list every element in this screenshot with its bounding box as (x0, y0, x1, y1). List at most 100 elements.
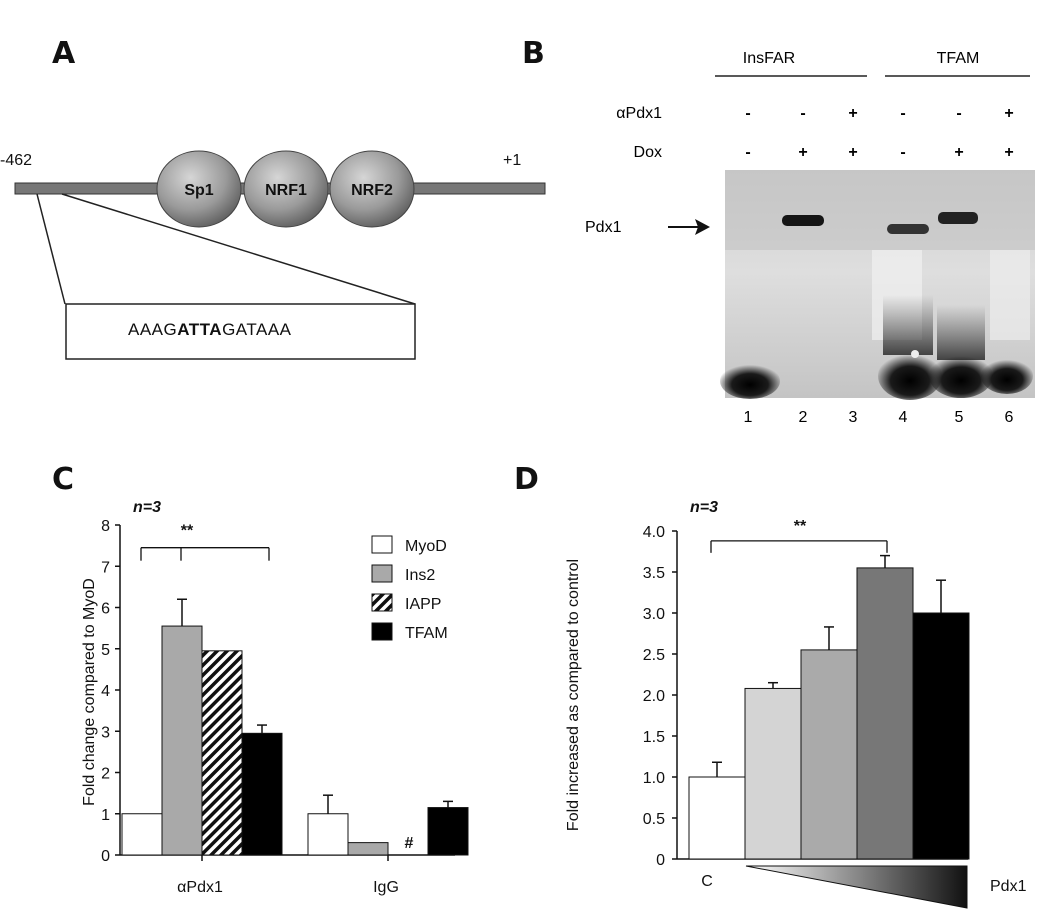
chart-c-legend-swatch (371, 564, 393, 583)
probe-label-tfam: TFAM (937, 50, 980, 67)
chart-c-ytick-label: 3 (101, 724, 110, 741)
row-label-apdx1: αPdx1 (616, 105, 662, 122)
probe-label-insfar: InsFAR (743, 50, 795, 67)
chart-c-bar (161, 625, 203, 856)
sequence-core: ATTA (177, 320, 223, 339)
dox-mark-lane-5: + (954, 144, 963, 161)
promoter-end-label: +1 (503, 152, 521, 169)
sequence-pre: AAAG (128, 320, 178, 339)
lane-number-4: 4 (899, 409, 908, 426)
lane-numbers: 1 2 3 4 5 6 (744, 409, 1014, 426)
chart-c-ytick-label: 5 (101, 642, 110, 659)
row-label-dox: Dox (634, 144, 662, 161)
chart-d-n-label: n=3 (690, 499, 718, 516)
sp1-element (156, 150, 242, 228)
gel-free-probe-lane-5 (929, 354, 993, 398)
chart-c-category-label: αPdx1 (177, 879, 223, 896)
sequence-box (65, 303, 416, 360)
promoter-diagram: -462 +1 Sp1 NRF1 NRF2 (0, 150, 546, 360)
chart-d-ytick-label: 0.5 (643, 811, 665, 828)
gel-band-lane-4 (887, 224, 929, 234)
nrf2-element (329, 150, 415, 228)
gel-smear-lane-5 (937, 305, 985, 360)
chart-d-bar (688, 776, 746, 860)
chart-c-ytick-label: 4 (101, 683, 110, 700)
apdx1-mark-lane-1: - (745, 105, 750, 122)
lane-number-2: 2 (799, 409, 808, 426)
gel-lane-6-haze (990, 250, 1030, 340)
chart-d-bar (856, 567, 914, 860)
panel-label-a: A (52, 36, 76, 71)
chart-c-legend-label: IAPP (405, 596, 441, 613)
chart-c-ylabel: Fold change compared to MyoD (81, 578, 98, 806)
chart-c-category-label: IgG (373, 879, 399, 896)
panel-label-d: D (514, 462, 539, 497)
chart-c: n=3 Fold change compared to MyoD 0 1 2 3 4 5 6… (81, 499, 469, 896)
chart-d-plot: 0 0.5 1.0 1.5 2.0 2.5 3.0 3.5 4.0 ** C Pdx1 (643, 518, 1027, 909)
band-arrow-icon (695, 219, 710, 235)
zoom-line-right (61, 193, 416, 305)
apdx1-mark-lane-4: - (900, 105, 905, 122)
chart-c-ytick-label: 2 (101, 766, 110, 783)
chart-c-bar (347, 842, 389, 856)
chart-c-bar (427, 807, 469, 856)
chart-d-ytick-label: 1.5 (643, 729, 665, 746)
dox-mark-lane-6: + (1004, 144, 1013, 161)
chart-c-legend-label: Ins2 (405, 567, 435, 584)
lane-number-3: 3 (849, 409, 858, 426)
sequence-post: GATAAA (222, 320, 292, 339)
chart-d-ytick-label: 0 (656, 852, 665, 869)
apdx1-mark-lane-2: - (800, 105, 805, 122)
dox-mark-lane-1: - (745, 144, 750, 161)
zoom-line-left (36, 193, 66, 305)
chart-c-legend-swatch (371, 622, 393, 641)
chart-c-bar (307, 813, 349, 856)
chart-c-legend-label: MyoD (405, 538, 447, 555)
chart-d-dose-triangle (745, 865, 968, 909)
apdx1-mark-lane-5: - (956, 105, 961, 122)
chart-c-legend-swatch (371, 593, 393, 612)
chart-d-ytick-label: 2.5 (643, 647, 665, 664)
chart-c-ytick-label: 8 (101, 518, 110, 535)
chart-d-bar (744, 687, 802, 860)
chart-d-ytick-label: 4.0 (643, 524, 665, 541)
dox-mark-lane-4: - (900, 144, 905, 161)
band-label-pdx1: Pdx1 (585, 219, 622, 236)
lane-number-6: 6 (1005, 409, 1014, 426)
nrf1-element (243, 150, 329, 228)
gel-smear-lane-4 (883, 295, 933, 355)
chart-d-ytick-label: 2.0 (643, 688, 665, 705)
lane-number-1: 1 (744, 409, 753, 426)
chart-c-n-label: n=3 (133, 499, 161, 516)
gel-free-probe-lane-4 (878, 352, 942, 400)
chart-c-ytick-label: 1 (101, 807, 110, 824)
gel-artifact-spot (911, 350, 919, 358)
chart-d-ytick-label: 3.5 (643, 565, 665, 582)
chart-c-ytick-label: 7 (101, 559, 110, 576)
gel-free-probe-lane-6 (981, 358, 1033, 394)
gel-upper-haze (725, 170, 1035, 250)
chart-c-ytick-label: 6 (101, 601, 110, 618)
sp1-label: Sp1 (184, 182, 213, 199)
chart-c-significance: ** (181, 523, 194, 540)
chart-d-ylabel: Fold increased as compared to control (565, 559, 582, 831)
chart-c-legend-swatch (371, 535, 393, 554)
panel-label-c: C (52, 462, 75, 497)
chart-c-plot: 0 1 2 3 4 5 6 7 8 αPdx1 IgG # ** MyoD Ins2 IAPP TFAM (101, 518, 469, 896)
chart-d-pdx1-label: Pdx1 (990, 878, 1027, 895)
dox-mark-lane-2: + (798, 144, 807, 161)
chart-d-significance: ** (794, 518, 807, 535)
gel-free-probe-lane-1 (720, 363, 780, 399)
chart-c-bar (241, 732, 283, 856)
gel-band-lane-5 (938, 212, 978, 224)
apdx1-mark-lane-3: + (848, 105, 857, 122)
dox-mark-lane-3: + (848, 144, 857, 161)
chart-c-hash-mark: # (405, 835, 414, 852)
chart-c-ytick-label: 0 (101, 848, 110, 865)
lane-number-5: 5 (955, 409, 964, 426)
chart-d-control-label: C (701, 873, 713, 890)
chart-d-bar (800, 649, 858, 860)
emsa-panel: InsFAR TFAM αPdx1 Dox - - + - - +- + + - + + Pdx1 … (585, 50, 1035, 426)
gel-band-lane-2 (782, 215, 824, 226)
panel-label-b: B (522, 36, 545, 71)
